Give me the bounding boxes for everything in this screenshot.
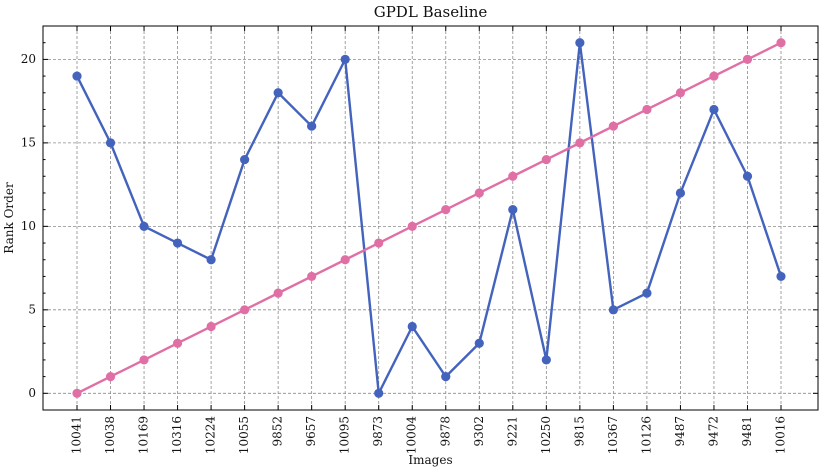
series-2-point <box>474 188 484 198</box>
series-2-point <box>72 388 82 398</box>
series-2-point <box>541 154 551 165</box>
series-1-point <box>709 104 719 115</box>
series-group <box>72 38 786 398</box>
x-tick-label: 10041 <box>70 416 84 454</box>
grid <box>43 26 818 410</box>
series-1-point <box>575 38 585 48</box>
series-1-point <box>374 388 384 398</box>
y-tick-label: 5 <box>28 302 36 316</box>
series-2-point <box>508 171 518 181</box>
x-tick-label: 10250 <box>539 416 553 454</box>
x-tick-label: 9302 <box>472 416 486 447</box>
x-axis-label: Images <box>408 453 452 467</box>
series-2-point <box>340 255 350 265</box>
series-1-point <box>776 271 786 282</box>
x-tick-label: 10169 <box>137 416 151 454</box>
series-1-point <box>72 71 82 81</box>
y-tick-label: 15 <box>21 135 36 149</box>
series-1-point <box>206 255 216 265</box>
series-1-point <box>172 238 183 248</box>
series-1-point <box>608 305 618 315</box>
x-tick-label: 9873 <box>371 416 385 447</box>
series-1-point <box>240 154 250 165</box>
series-2-point <box>105 372 116 382</box>
series-1 <box>72 38 786 398</box>
series-2-point <box>776 38 786 48</box>
y-axis-label: Rank Order <box>2 182 16 254</box>
series-1-line <box>75 41 783 395</box>
x-tick-label: 9852 <box>271 416 285 447</box>
series-1-point <box>307 121 317 131</box>
x-tick-label: 9472 <box>706 416 720 447</box>
series-2-point <box>407 221 417 231</box>
x-tick-label: 9878 <box>438 416 452 447</box>
series-2 <box>72 38 786 398</box>
y-tick-label: 0 <box>28 386 36 400</box>
x-tick-label: 9487 <box>673 416 687 447</box>
x-tick-label: 10316 <box>170 416 184 454</box>
series-1-point <box>742 171 753 181</box>
series-2-point <box>206 321 216 332</box>
x-tick-label: 9657 <box>304 416 318 447</box>
series-2-point <box>608 121 618 131</box>
x-tick-label: 10055 <box>237 416 251 454</box>
plot-frame <box>42 25 819 411</box>
series-2-point <box>139 355 149 365</box>
x-tick-label: 9481 <box>740 416 754 447</box>
series-1-point <box>508 205 518 215</box>
series-2-point <box>441 205 451 215</box>
series-1-point <box>474 338 484 348</box>
chart-title: GPDL Baseline <box>374 3 488 21</box>
y-tick-label: 10 <box>21 219 36 233</box>
x-tick-label: 10224 <box>204 416 218 455</box>
series-2-point <box>240 305 250 315</box>
series-2-point <box>742 54 753 64</box>
series-2-point <box>575 138 585 148</box>
x-tick-label: 10004 <box>405 416 419 455</box>
series-1-point <box>273 88 283 98</box>
series-2-point <box>172 338 183 348</box>
x-tick-label: 10016 <box>774 416 788 454</box>
series-1-point <box>407 321 417 332</box>
x-tick-label: 10038 <box>103 416 117 454</box>
series-1-point <box>675 188 686 198</box>
series-2-point <box>374 238 384 248</box>
series-1-point <box>139 221 149 231</box>
axes: 10041 10038 10169 10316 10224 10055 9852 9657 10… <box>21 25 818 455</box>
series-2-point <box>642 104 652 115</box>
series-2-point <box>307 271 317 282</box>
series-2-line <box>75 41 783 395</box>
y-tick-label: 20 <box>21 52 36 66</box>
series-1-point <box>441 372 451 382</box>
series-2-point <box>675 88 686 98</box>
series-1-point <box>541 355 551 365</box>
series-1-point <box>105 138 116 148</box>
x-tick-label: 10367 <box>606 416 620 454</box>
series-2-point <box>273 288 283 298</box>
x-tick-label: 10095 <box>338 416 352 454</box>
x-tick-label: 9815 <box>572 416 586 447</box>
series-1-point <box>340 54 350 64</box>
series-2-point <box>709 71 719 81</box>
series-1-point <box>642 288 652 298</box>
x-tick-label: 10126 <box>639 416 653 454</box>
x-tick-label: 9221 <box>505 416 519 447</box>
